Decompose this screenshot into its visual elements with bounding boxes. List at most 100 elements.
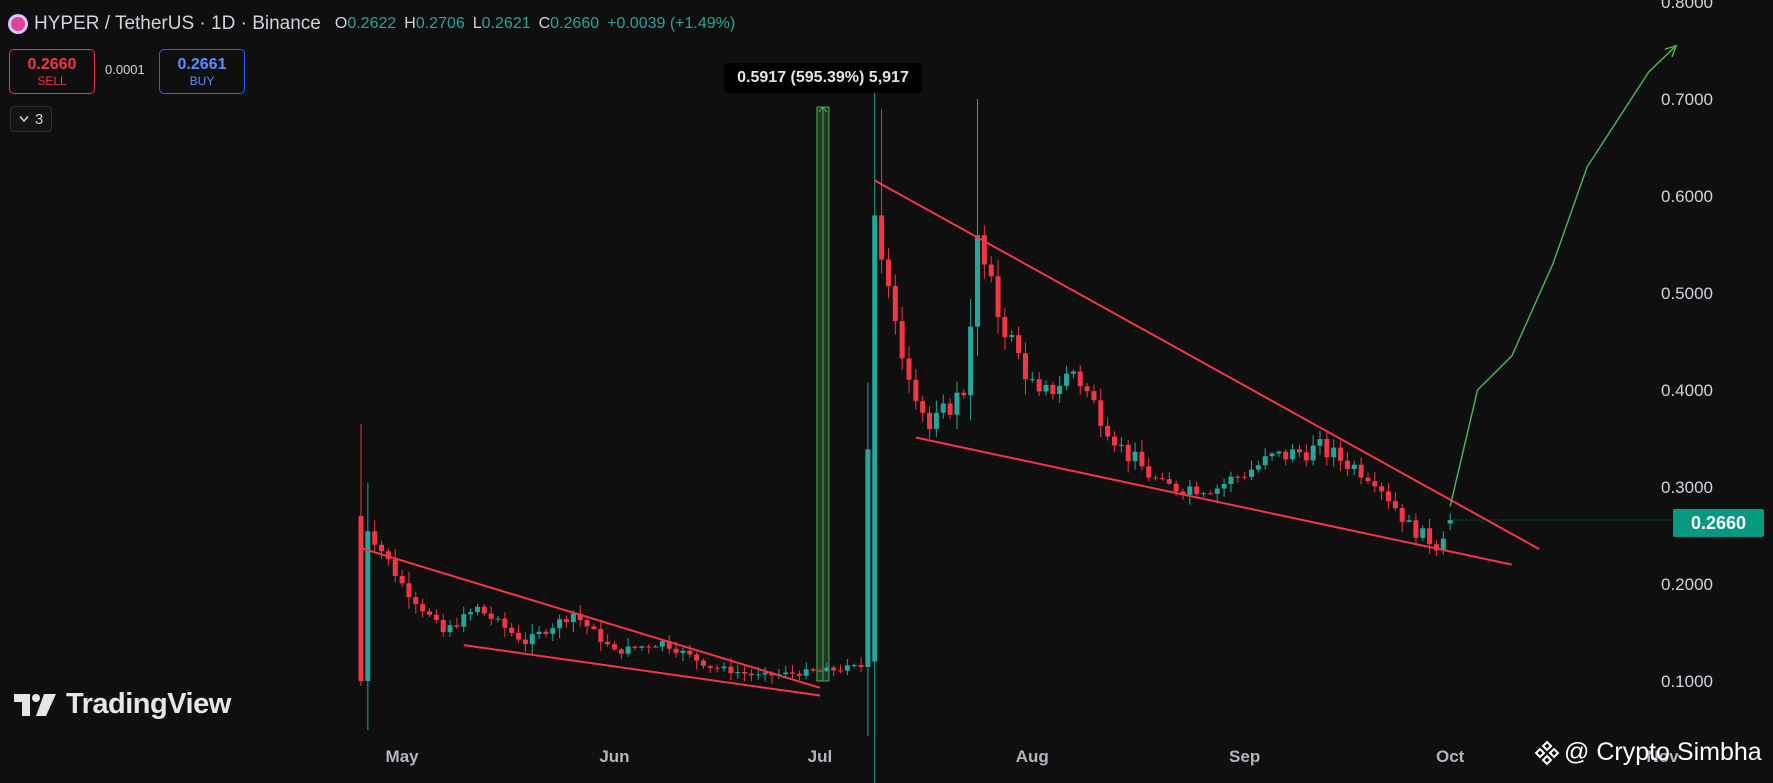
y-tick-label: 0.8000 [1661, 0, 1713, 12]
candle-body [495, 618, 501, 620]
sell-button[interactable]: 0.2660 SELL [9, 49, 95, 94]
sell-label: SELL [37, 73, 67, 88]
candle-body [385, 551, 391, 560]
candle-body [933, 412, 939, 429]
price-change: +0.0039 (+1.49%) [607, 15, 736, 32]
candle-body [1077, 371, 1083, 387]
ohlc-open: O0.2622 [334, 15, 397, 32]
candle-body [1180, 491, 1186, 495]
tradingview-icon [14, 693, 56, 716]
candle-body [1262, 456, 1268, 466]
candle-body [488, 613, 494, 619]
candle-body [1440, 538, 1446, 551]
indicators-toggle[interactable]: 3 [10, 106, 52, 132]
candle-body [1290, 449, 1296, 460]
candle-body [1283, 451, 1289, 460]
candle-body [468, 612, 474, 615]
candle-body [1194, 486, 1200, 495]
candle-body [1050, 384, 1056, 395]
candle-body [1338, 447, 1344, 461]
candle-body [1235, 476, 1241, 478]
spread-value: 0.0001 [105, 62, 145, 77]
symbol-title[interactable]: HYPER / TetherUS · 1D · Binance [34, 13, 321, 34]
candle-body [659, 641, 665, 647]
candle-body [1331, 447, 1337, 458]
candle-body [701, 660, 706, 666]
candle-body [1132, 451, 1138, 462]
candle-body [879, 215, 885, 260]
candle-body [543, 631, 549, 634]
candle-body [1173, 483, 1179, 492]
candle-body [796, 673, 802, 676]
candle-body [810, 669, 816, 671]
candle-body [529, 634, 535, 645]
current-price-tag: 0.2660 [1673, 509, 1764, 537]
candle-body [577, 613, 583, 620]
tradingview-text: TradingView [66, 688, 231, 720]
candle-body [1084, 386, 1090, 392]
trendline [874, 179, 1540, 550]
ohlc-close: C0.2660 [538, 15, 600, 32]
candle-body [1427, 528, 1433, 545]
candle-body [906, 358, 912, 380]
candle-body [1365, 477, 1371, 482]
candle-body [1159, 478, 1165, 480]
candle-body [392, 559, 398, 576]
candle-body [365, 531, 371, 681]
candle-body [611, 644, 617, 650]
candles [358, 78, 1453, 783]
candle-body [1372, 481, 1378, 487]
candle-body [564, 619, 569, 623]
candle-body [1276, 451, 1282, 454]
candle-body [961, 392, 967, 396]
candle-body [995, 276, 1001, 317]
candle-body [1139, 451, 1145, 467]
candle-body [639, 646, 645, 648]
candle-body [420, 604, 426, 612]
buy-button[interactable]: 0.2661 BUY [159, 49, 245, 94]
tradingview-logo[interactable]: TradingView [14, 688, 231, 721]
candle-body [474, 606, 480, 613]
candle-body [1228, 476, 1234, 485]
hyper-coin-icon [8, 14, 28, 34]
candle-body [461, 614, 467, 627]
candle-body [721, 666, 727, 669]
candle-body [605, 641, 611, 645]
candle-body [755, 674, 761, 676]
buy-price: 0.2661 [177, 55, 227, 73]
candle-body [1358, 464, 1364, 478]
candle-body [1105, 425, 1111, 437]
y-tick-label: 0.5000 [1661, 284, 1713, 303]
candle-body [858, 665, 864, 668]
ohlc-high: H0.2706 [404, 15, 465, 32]
candle-body [975, 235, 980, 327]
candle-body [618, 649, 624, 654]
candle-body [1201, 493, 1207, 495]
candle-body [1118, 444, 1124, 446]
symbol-header: HYPER / TetherUS · 1D · Binance O0.2622 … [8, 12, 735, 36]
candle-body [440, 619, 446, 633]
candle-body [1392, 501, 1398, 509]
buy-label: BUY [189, 73, 215, 88]
candle-body [892, 285, 898, 322]
candle-body [1207, 493, 1213, 495]
candle-body [954, 392, 960, 415]
candle-body [509, 627, 515, 633]
measure-label: 0.5917 (595.39%) 5,917 [724, 63, 922, 93]
x-tick-label: May [386, 747, 420, 766]
indicators-count: 3 [34, 110, 44, 128]
candle-body [748, 673, 754, 676]
candle-body [536, 631, 542, 635]
candle-body [673, 648, 679, 653]
candle-body [844, 665, 850, 671]
x-tick-label: Sep [1229, 747, 1260, 766]
trendline [360, 547, 821, 689]
y-tick-label: 0.3000 [1661, 478, 1713, 497]
candle-body [1406, 520, 1412, 522]
candle-body [694, 654, 700, 661]
candle-body [899, 321, 905, 359]
y-tick-label: 0.1000 [1661, 672, 1713, 691]
candle-body [885, 259, 891, 286]
candle-body [570, 613, 576, 623]
